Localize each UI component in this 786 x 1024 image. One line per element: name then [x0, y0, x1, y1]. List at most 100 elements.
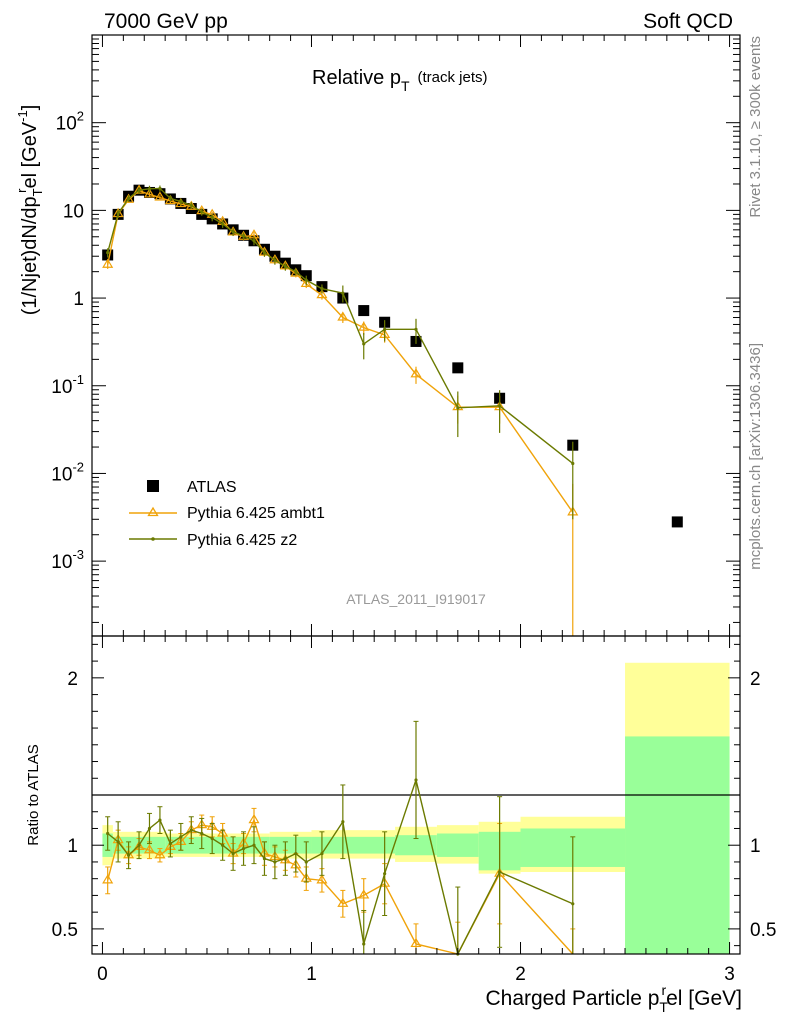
z2-data-point — [283, 264, 287, 268]
ratio-x-tick-label: 3 — [724, 964, 735, 985]
z2-data-point — [116, 211, 120, 216]
ratio-series-line — [106, 818, 574, 955]
z2-data-point — [158, 186, 162, 191]
z2-data-point — [362, 342, 366, 346]
ambt1-data-point — [358, 321, 370, 331]
atlas-data-point — [671, 516, 683, 528]
ambt1-data-point — [123, 193, 135, 203]
ratio-z2-point — [116, 840, 120, 844]
ratio-y-tick-label: 0.5 — [52, 920, 78, 941]
ratio-band-inner — [625, 736, 730, 954]
z2-data-point — [189, 203, 193, 207]
z2-data-point — [147, 187, 152, 191]
mcplots-label: mcplots.cern.ch [arXiv:1306.3436] — [747, 343, 764, 570]
ratio-z2-point — [273, 860, 277, 864]
ratio-z2-point — [200, 831, 204, 836]
ratio-z2-point — [283, 857, 287, 861]
ratio-ambt1-point — [248, 813, 260, 824]
ratio-z2-point — [362, 942, 366, 946]
ratio-x-tick-label: 0 — [97, 964, 108, 985]
ratio-x-tick-label: 2 — [515, 964, 526, 985]
ratio-band-inner — [395, 835, 437, 856]
ratio-series-line — [107, 777, 574, 957]
ratio-z2-point — [262, 857, 267, 861]
main-plot-panel: 10-3 10-2 10-1 1 10 102 Relative pT (track jet… — [14, 34, 741, 637]
main-y-tick-label: 102 — [56, 109, 84, 135]
ratio-y-tick-label: 2 — [67, 669, 78, 690]
ambt1-data-point — [143, 188, 156, 198]
ratio-y-tick-label-right: 2 — [750, 669, 761, 690]
ambt1-data-point — [300, 277, 312, 288]
atlas-data-point — [358, 305, 370, 317]
ratio-z2-point — [304, 860, 308, 864]
ratio-y-tick-label-right: 0.5 — [750, 920, 776, 941]
z2-data-point — [262, 250, 267, 255]
mc-series-line — [107, 187, 574, 464]
ratio-z2-point — [252, 843, 256, 847]
ratio-ambt1-point — [102, 874, 114, 884]
main-y-tick-label: 10-2 — [51, 459, 84, 485]
xlabel: Charged Particle pTrel [GeV] — [485, 982, 742, 1015]
ratio-z2-point — [231, 851, 235, 856]
ratio-z2-point — [241, 846, 246, 851]
ratio-band-inner — [436, 833, 479, 857]
plot-title: Relative pT (track jets) — [312, 67, 488, 94]
main-data-layer — [102, 184, 683, 636]
ratio-y-tick-label: 1 — [67, 836, 78, 857]
ratio-plot-panel: 0 1 2 3 0.5 0.5 1 1 2 2 Ratio to ATLAS Charged Pa… — [25, 635, 776, 1015]
z2-data-point — [126, 196, 131, 200]
z2-data-point — [498, 404, 502, 408]
ratio-z2-point — [189, 828, 193, 832]
rivet-label: Rivet 3.1.10, ≥ 300k events — [747, 36, 764, 218]
legend-atlas-label: ATLAS — [187, 479, 237, 496]
header-right: Soft QCD — [643, 10, 733, 33]
ratio-y-tick-label-right: 1 — [750, 836, 761, 857]
z2-data-point — [273, 258, 277, 262]
z2-data-point — [231, 230, 235, 234]
z2-data-point — [179, 199, 183, 204]
ratio-x-tick-label: 1 — [306, 964, 317, 985]
ratio-z2-point — [294, 851, 298, 856]
ratio-z2-point — [168, 841, 172, 846]
z2-data-point — [294, 270, 298, 274]
ratio-ambt1-point — [358, 889, 370, 899]
ambt1-data-point — [290, 267, 302, 277]
ratio-z2-point — [137, 843, 141, 847]
ratio-ylabel: Ratio to ATLAS — [25, 744, 42, 845]
z2-data-point — [456, 406, 460, 410]
z2-data-point — [168, 196, 172, 200]
atlas-data-point — [452, 362, 464, 374]
ratio-band-inner — [269, 836, 312, 854]
ambt1-data-point — [154, 191, 166, 201]
z2-data-point — [320, 287, 324, 291]
legend-ambt1-label: Pythia 6.425 ambt1 — [187, 505, 325, 522]
ratio-data-layer — [102, 720, 576, 957]
legend-ambt1-marker — [147, 506, 159, 517]
z2-data-point — [341, 291, 345, 295]
analysis-watermark: ATLAS_2011_I919017 — [346, 591, 486, 607]
ratio-z2-point — [221, 843, 225, 847]
z2-data-point — [106, 250, 110, 255]
legend: ATLAS Pythia 6.425 ambt1 Pythia 6.425 z2 — [129, 479, 325, 549]
ratio-ambt1-point — [337, 897, 349, 907]
main-ylabel: (1/Njet)dN/dpTrel [GeV-1] — [14, 105, 45, 316]
ratio-band-inner — [311, 836, 396, 854]
ratio-z2-point — [414, 778, 418, 782]
ambt1-data-point — [185, 200, 197, 210]
header-left: 7000 GeV pp — [104, 10, 228, 33]
ambt1-data-point — [410, 368, 422, 378]
z2-data-point — [200, 210, 204, 214]
main-y-tick-label: 1 — [73, 289, 84, 310]
main-axes: 10-3 10-2 10-1 1 10 102 — [51, 35, 740, 636]
z2-data-point — [571, 461, 575, 466]
legend-z2-marker — [151, 537, 155, 541]
ratio-z2-point — [210, 836, 214, 841]
z2-data-point — [252, 239, 256, 243]
main-y-tick-label: 10-3 — [51, 547, 84, 573]
ratio-axes: 0 1 2 3 0.5 0.5 1 1 2 2 — [52, 636, 776, 985]
ratio-z2-point — [179, 835, 183, 839]
z2-data-point — [414, 327, 418, 331]
ratio-z2-point — [320, 851, 324, 856]
z2-data-point — [210, 215, 214, 220]
